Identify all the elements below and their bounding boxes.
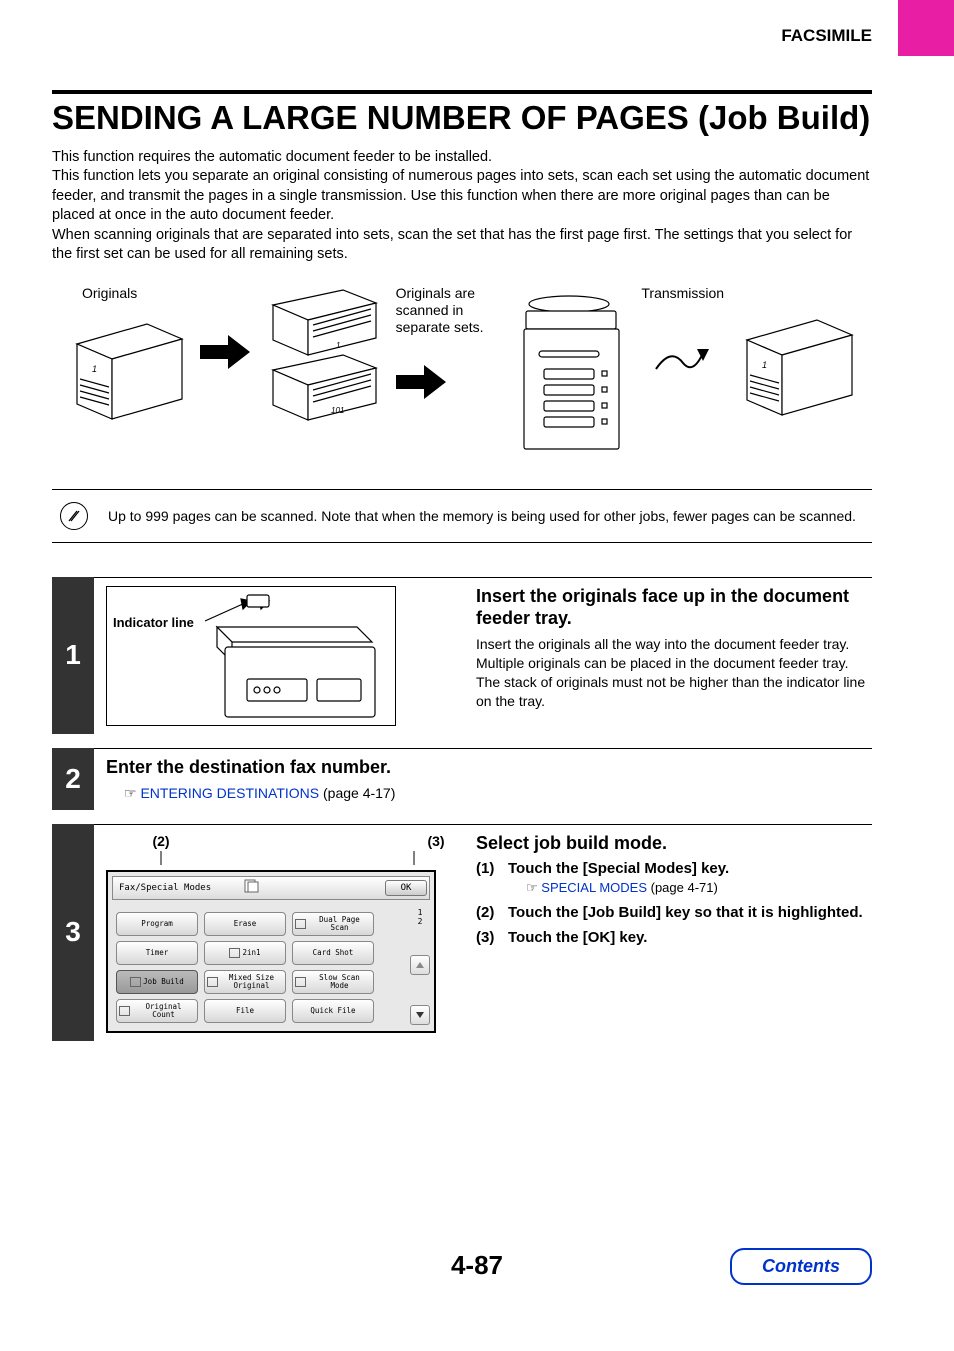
callout-3: (3) <box>416 833 456 849</box>
diagram-label-originals: Originals <box>82 285 137 301</box>
section-color-tab <box>898 0 954 56</box>
step-1: 1 Indicator line <box>52 577 872 734</box>
step-2: 2 Enter the destination fax number. ☞ EN… <box>52 748 872 810</box>
mixed-size-icon <box>207 977 218 987</box>
intro-text: This function requires the automatic doc… <box>52 148 872 265</box>
substep-number: (2) <box>476 904 508 921</box>
timer-button[interactable]: Timer <box>116 941 198 965</box>
step-1-heading: Insert the originals face up in the docu… <box>476 586 872 629</box>
intro-p1: This function requires the automatic doc… <box>52 148 872 168</box>
substep-number: (1) <box>476 860 508 896</box>
scroll-down-button[interactable] <box>410 1005 430 1025</box>
step-number: 2 <box>52 748 94 810</box>
quick-file-button[interactable]: Quick File <box>292 999 374 1023</box>
two-paper-stacks-icon: 1 101 <box>258 285 388 435</box>
file-button[interactable]: File <box>204 999 286 1023</box>
arrow-right-icon <box>396 365 446 399</box>
title-rule <box>52 90 872 98</box>
page-indicator: 1 2 <box>418 908 423 926</box>
step-3: 3 (2) (3) Fax/Special Modes <box>52 824 872 1041</box>
indicator-line-label: Indicator line <box>113 615 194 630</box>
substep-1-text: Touch the [Special Modes] key. <box>508 860 729 877</box>
substep-3-text: Touch the [OK] key. <box>508 929 872 946</box>
step-3-heading: Select job build mode. <box>476 833 872 855</box>
job-build-icon <box>130 977 141 987</box>
job-build-button[interactable]: Job Build <box>116 970 198 994</box>
svg-text:101: 101 <box>331 406 344 415</box>
screen-callouts: (2) (3) <box>106 833 456 849</box>
contents-button[interactable]: Contents <box>730 1248 872 1285</box>
special-modes-screen: Fax/Special Modes OK Program Erase Dual … <box>106 870 436 1033</box>
mixed-size-original-button[interactable]: Mixed Size Original <box>204 970 286 994</box>
step-3-substeps: (1) Touch the [Special Modes] key. ☞ SPE… <box>476 860 872 946</box>
step-number: 3 <box>52 824 94 1041</box>
substep-number: (3) <box>476 929 508 946</box>
svg-text:1: 1 <box>92 364 97 374</box>
entering-destinations-link[interactable]: ENTERING DESTINATIONS <box>140 785 319 801</box>
arrow-right-icon <box>200 335 250 369</box>
intro-p2: This function lets you separate an origi… <box>52 167 872 226</box>
scroll-up-button[interactable] <box>410 955 430 975</box>
slow-scan-icon <box>295 977 306 987</box>
intro-p3: When scanning originals that are separat… <box>52 226 872 265</box>
substep-1-ref: ☞ SPECIAL MODES (page 4-71) <box>526 880 872 896</box>
step-1-desc: Insert the originals all the way into th… <box>476 635 872 711</box>
diagram-label-transmission: Transmission <box>641 285 724 301</box>
callout-lines <box>106 851 436 865</box>
note-icon <box>60 502 88 530</box>
svg-text:1: 1 <box>336 341 340 350</box>
paper-stack-icon: 1 <box>62 309 192 429</box>
step-2-reference: ☞ ENTERING DESTINATIONS (page 4-17) <box>124 785 872 802</box>
original-count-icon <box>119 1006 130 1016</box>
diagram-label-scanned: Originals are scanned in separate sets. <box>396 285 506 335</box>
slow-scan-mode-button[interactable]: Slow Scan Mode <box>292 970 374 994</box>
step-2-page-ref: (page 4-17) <box>319 785 395 801</box>
two-in-one-button[interactable]: 2in1 <box>204 941 286 965</box>
step-number: 1 <box>52 577 94 734</box>
ok-button[interactable]: OK <box>385 880 427 896</box>
document-feeder-illustration: Indicator line <box>106 586 396 726</box>
note-text: Up to 999 pages can be scanned. Note tha… <box>108 508 856 524</box>
page-content: SENDING A LARGE NUMBER OF PAGES (Job Bui… <box>52 90 872 1055</box>
card-shot-button[interactable]: Card Shot <box>292 941 374 965</box>
copier-machine-icon <box>514 289 634 459</box>
arrow-down-icon <box>415 1011 425 1019</box>
dual-page-scan-button[interactable]: Dual Page Scan <box>292 912 374 936</box>
program-button[interactable]: Program <box>116 912 198 936</box>
svg-text:1: 1 <box>762 360 767 370</box>
original-count-button[interactable]: Original Count <box>116 999 198 1023</box>
arrow-up-icon <box>415 961 425 969</box>
note-box: Up to 999 pages can be scanned. Note tha… <box>52 489 872 543</box>
process-diagram: Originals 1 <box>52 285 872 459</box>
section-label: FACSIMILE <box>781 26 872 46</box>
screen-title: Fax/Special Modes <box>113 883 230 893</box>
two-in-one-icon <box>229 948 240 958</box>
erase-button[interactable]: Erase <box>204 912 286 936</box>
page-icon <box>230 879 274 896</box>
wavy-arrow-icon <box>653 339 713 379</box>
paper-stack-icon: 1 <box>732 305 862 425</box>
substep-2-text: Touch the [Job Build] key so that it is … <box>508 904 872 921</box>
page-title: SENDING A LARGE NUMBER OF PAGES (Job Bui… <box>52 98 872 138</box>
callout-2: (2) <box>106 833 216 849</box>
special-modes-link[interactable]: SPECIAL MODES <box>541 880 647 895</box>
step-2-heading: Enter the destination fax number. <box>106 757 872 779</box>
dual-page-icon <box>295 919 306 929</box>
